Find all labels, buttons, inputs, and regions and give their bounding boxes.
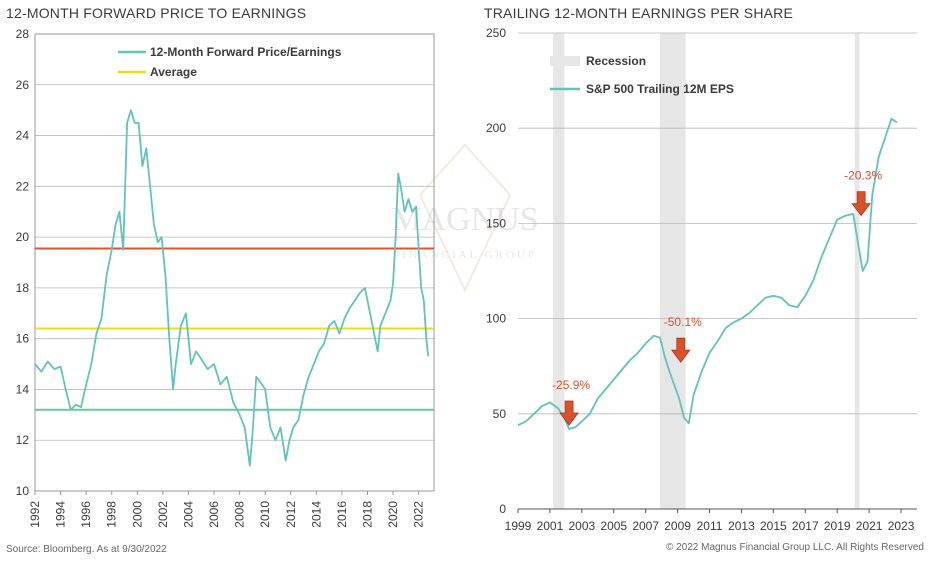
left-y-tick-label: 14 [16,382,30,396]
left-y-tick-label: 28 [16,27,30,41]
left-x-axis: 1992 1994 1996 1998 2000 2002 2004 2006 2008 2010… [28,491,426,528]
legend-label-eps: S&P 500 Trailing 12M EPS [586,82,734,96]
right-x-tick-label: 2021 [856,519,883,533]
left-x-tick-label: 1998 [105,501,119,528]
left-y-tick-label: 12 [16,433,30,447]
right-y-tick-label: 200 [486,121,506,135]
right-y-axis: 0 50 100 150 200 250 [486,26,506,516]
right-y-tick-label: 150 [486,216,506,230]
forward-pe-series-line [34,109,430,467]
right-x-tick-label: 2023 [888,519,915,533]
watermark: MAGNUS FINANCIAL GROUP [391,143,539,293]
recession-band [660,33,686,509]
legend-label-average: Average [150,65,197,79]
left-x-tick-label: 2000 [130,501,144,528]
left-y-tick-label: 24 [16,129,30,143]
legend-label-pe: 12-Month Forward Price/Earnings [150,45,342,59]
left-x-tick-label: 2016 [335,501,349,528]
eps-series-line [517,117,898,430]
left-plot-frame [34,33,435,492]
left-x-tick-label: 2014 [309,501,323,528]
right-y-tick-label: 0 [499,502,506,516]
left-grid [35,33,434,492]
left-x-tick-label: 2018 [361,501,375,528]
right-y-tick-label: 50 [493,407,507,421]
down-arrow-icon [851,191,871,217]
copyright-note: © 2022 Magnus Financial Group LLC. All R… [665,542,924,553]
drawdown-annotation: -20.3% [844,169,882,217]
right-chart-title: TRAILING 12-MONTH EARNINGS PER SHARE [484,5,794,21]
right-x-tick-label: 2017 [792,519,819,533]
right-x-tick-label: 2013 [728,519,755,533]
drawdown-label: -50.1% [664,315,702,329]
right-x-tick-label: 2007 [632,519,659,533]
left-x-tick-label: 2006 [207,501,221,528]
left-x-tick-label: 2008 [233,501,247,528]
right-x-tick-label: 1999 [505,519,532,533]
recession-band [553,33,565,509]
drawdown-label: -20.3% [844,169,882,183]
drawdown-label: -25.9% [552,378,590,392]
watermark-name: MAGNUS [391,201,538,238]
right-x-tick-label: 2005 [600,519,627,533]
left-x-tick-label: 2002 [156,501,170,528]
right-x-tick-label: 2011 [697,519,723,533]
down-arrow-icon [670,337,691,363]
right-x-tick-label: 2001 [537,519,564,533]
right-y-tick-label: 250 [486,26,506,40]
right-x-tick-label: 2015 [760,519,787,533]
left-x-tick-label: 2020 [386,501,400,528]
right-x-tick-label: 2009 [664,519,691,533]
recession-bands [553,33,860,509]
left-x-tick-label: 2010 [258,501,272,528]
watermark-sub: FINANCIAL GROUP [393,249,537,261]
drawdown-annotation: -50.1% [664,315,702,363]
right-x-tick-label: 2003 [568,519,595,533]
right-x-axis: 1999 2001 2003 2005 2007 2009 2011 2013 2015 2017… [505,509,915,533]
left-y-tick-label: 26 [16,78,30,92]
right-grid [518,32,917,510]
left-chart-title: 12-MONTH FORWARD PRICE TO EARNINGS [6,5,307,21]
left-x-tick-label: 1994 [54,501,68,528]
left-legend: 12-Month Forward Price/Earnings Average [118,45,342,79]
left-x-tick-label: 2022 [412,501,426,528]
right-legend: Recession S&P 500 Trailing 12M EPS [550,54,734,96]
source-note: Source: Bloomberg. As at 9/30/2022 [6,544,167,555]
left-x-tick-label: 1996 [79,501,93,528]
left-y-axis: 10 12 14 16 18 20 22 24 26 28 [16,27,30,498]
legend-label-recession: Recession [586,54,646,68]
left-y-tick-label: 22 [16,179,30,193]
drawdown-annotation: -25.9% [552,378,590,426]
right-x-tick-label: 2019 [824,519,851,533]
drawdown-annotations: -25.9% -50.1% -20.3% [552,169,882,426]
left-y-tick-label: 18 [16,281,30,295]
left-y-tick-label: 20 [16,230,30,244]
right-y-tick-label: 100 [486,312,506,326]
recession-band [854,33,860,509]
down-arrow-icon [559,400,579,426]
legend-swatch-recession [550,56,580,66]
left-y-tick-label: 10 [16,484,30,498]
right-chart: 0 50 100 150 200 250 1999 2001 2003 2005 2007 2009… [486,26,917,533]
left-x-tick-label: 1992 [28,501,42,528]
left-y-tick-label: 16 [16,332,30,346]
left-x-tick-label: 2004 [181,501,195,528]
left-x-tick-label: 2012 [284,501,298,528]
